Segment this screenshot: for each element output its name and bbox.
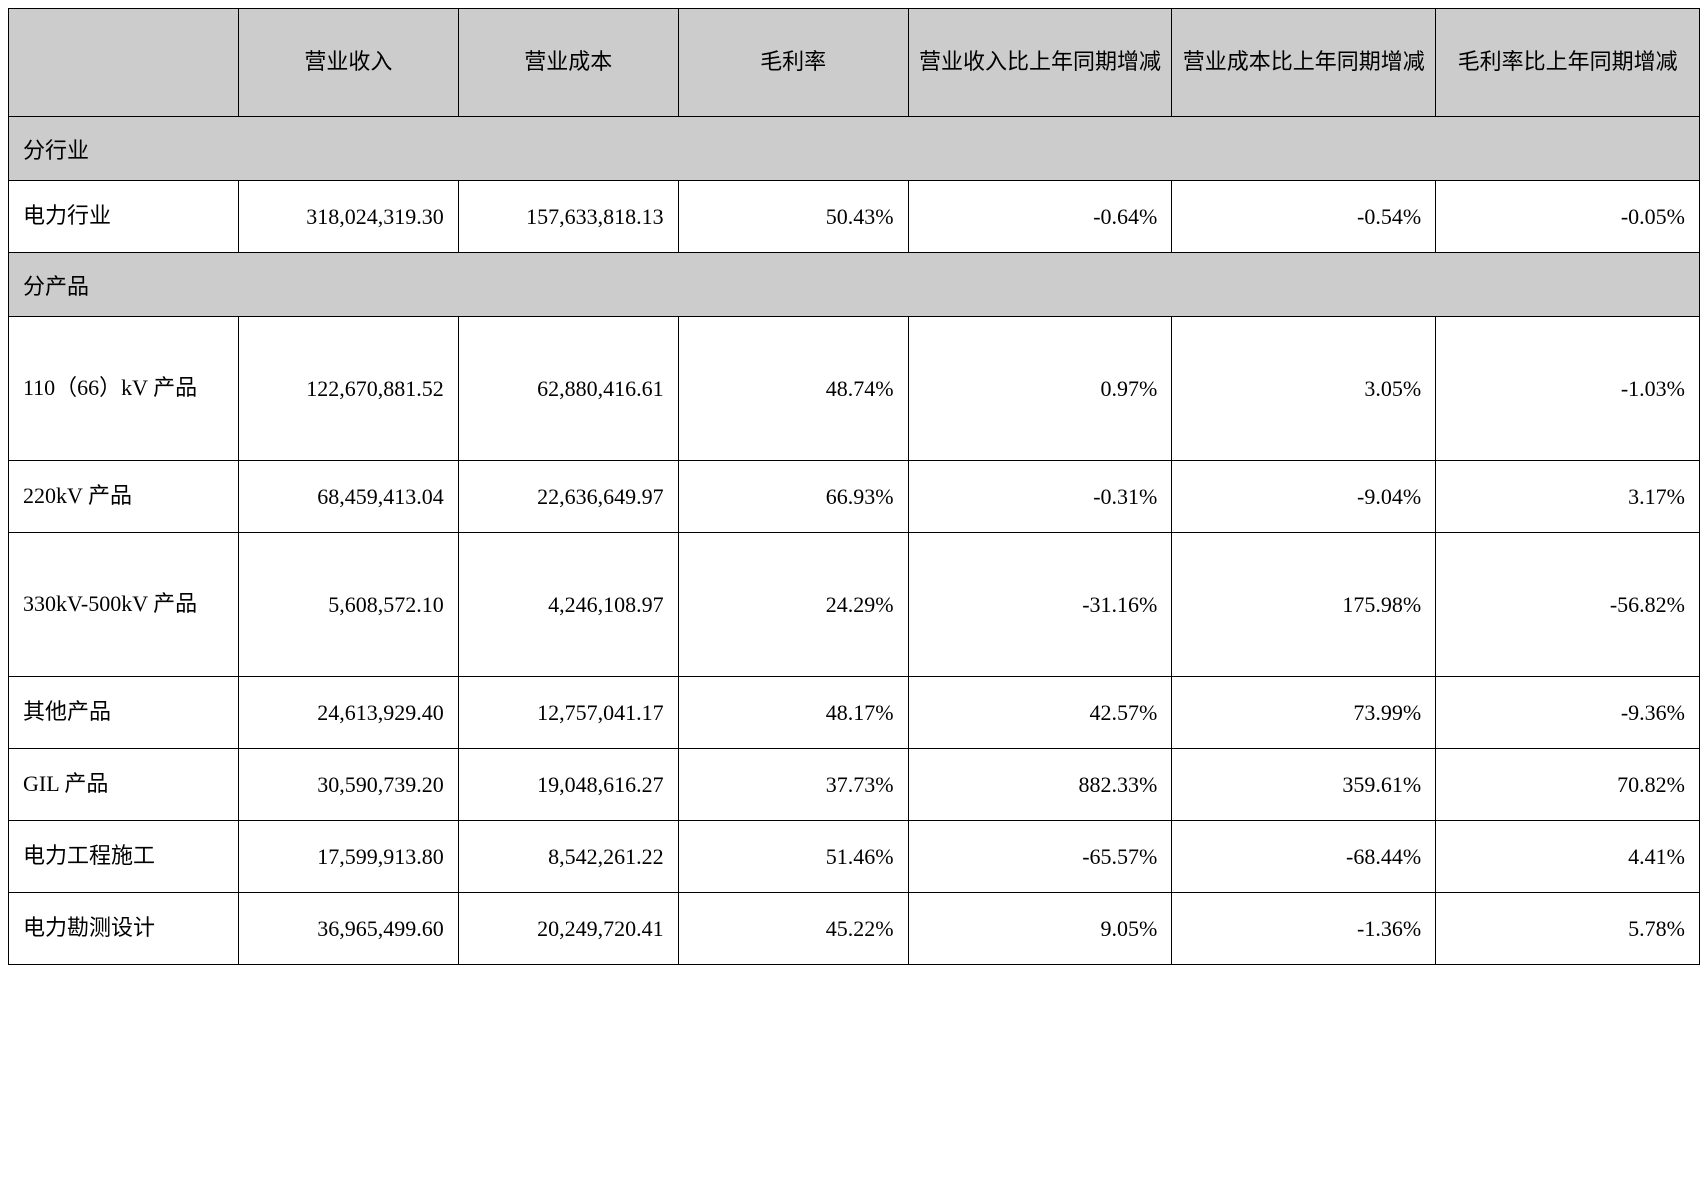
row-label: 电力行业 [9, 181, 239, 253]
financial-table: 营业收入 营业成本 毛利率 营业收入比上年同期增减 营业成本比上年同期增减 毛利… [8, 8, 1700, 965]
table-row: 电力行业318,024,319.30157,633,818.1350.43%-0… [9, 181, 1700, 253]
row-value: 48.74% [678, 317, 908, 461]
section-title: 分行业 [9, 117, 1700, 181]
row-value: 882.33% [908, 749, 1172, 821]
row-value: 66.93% [678, 461, 908, 533]
row-value: 30,590,739.20 [238, 749, 458, 821]
row-value: 4.41% [1436, 821, 1700, 893]
row-value: -68.44% [1172, 821, 1436, 893]
row-value: -31.16% [908, 533, 1172, 677]
row-value: 68,459,413.04 [238, 461, 458, 533]
col-header-blank [9, 9, 239, 117]
row-value: -0.54% [1172, 181, 1436, 253]
row-label: 电力工程施工 [9, 821, 239, 893]
row-value: 9.05% [908, 893, 1172, 965]
section-header-row: 分行业 [9, 117, 1700, 181]
row-label: 220kV 产品 [9, 461, 239, 533]
row-label: 330kV-500kV 产品 [9, 533, 239, 677]
row-value: 4,246,108.97 [458, 533, 678, 677]
table-row: 220kV 产品68,459,413.0422,636,649.9766.93%… [9, 461, 1700, 533]
row-value: 0.97% [908, 317, 1172, 461]
row-value: 20,249,720.41 [458, 893, 678, 965]
row-value: 42.57% [908, 677, 1172, 749]
row-value: 50.43% [678, 181, 908, 253]
row-value: 70.82% [1436, 749, 1700, 821]
table-row: 电力勘测设计36,965,499.6020,249,720.4145.22%9.… [9, 893, 1700, 965]
row-value: 12,757,041.17 [458, 677, 678, 749]
row-value: 24,613,929.40 [238, 677, 458, 749]
col-header-cost: 营业成本 [458, 9, 678, 117]
row-value: 45.22% [678, 893, 908, 965]
row-value: 359.61% [1172, 749, 1436, 821]
row-value: -56.82% [1436, 533, 1700, 677]
row-value: 318,024,319.30 [238, 181, 458, 253]
row-value: 122,670,881.52 [238, 317, 458, 461]
header-row: 营业收入 营业成本 毛利率 营业收入比上年同期增减 营业成本比上年同期增减 毛利… [9, 9, 1700, 117]
col-header-margin: 毛利率 [678, 9, 908, 117]
row-label: 其他产品 [9, 677, 239, 749]
row-label: 110（66）kV 产品 [9, 317, 239, 461]
row-value: 175.98% [1172, 533, 1436, 677]
row-value: -0.64% [908, 181, 1172, 253]
row-value: 36,965,499.60 [238, 893, 458, 965]
row-value: 37.73% [678, 749, 908, 821]
table-row: 110（66）kV 产品122,670,881.5262,880,416.614… [9, 317, 1700, 461]
table-row: 电力工程施工17,599,913.808,542,261.2251.46%-65… [9, 821, 1700, 893]
row-value: 5.78% [1436, 893, 1700, 965]
col-header-rev-yoy: 营业收入比上年同期增减 [908, 9, 1172, 117]
row-value: 5,608,572.10 [238, 533, 458, 677]
row-value: 73.99% [1172, 677, 1436, 749]
row-value: -1.03% [1436, 317, 1700, 461]
section-title: 分产品 [9, 253, 1700, 317]
row-value: 19,048,616.27 [458, 749, 678, 821]
row-label: 电力勘测设计 [9, 893, 239, 965]
table-body: 分行业电力行业318,024,319.30157,633,818.1350.43… [9, 117, 1700, 965]
row-value: 24.29% [678, 533, 908, 677]
table-row: 330kV-500kV 产品5,608,572.104,246,108.9724… [9, 533, 1700, 677]
row-value: 8,542,261.22 [458, 821, 678, 893]
row-value: 51.46% [678, 821, 908, 893]
section-header-row: 分产品 [9, 253, 1700, 317]
col-header-cost-yoy: 营业成本比上年同期增减 [1172, 9, 1436, 117]
row-value: 22,636,649.97 [458, 461, 678, 533]
col-header-revenue: 营业收入 [238, 9, 458, 117]
row-value: 3.05% [1172, 317, 1436, 461]
table-row: GIL 产品30,590,739.2019,048,616.2737.73%88… [9, 749, 1700, 821]
row-value: -1.36% [1172, 893, 1436, 965]
row-value: -65.57% [908, 821, 1172, 893]
row-label: GIL 产品 [9, 749, 239, 821]
row-value: -9.04% [1172, 461, 1436, 533]
row-value: -0.31% [908, 461, 1172, 533]
row-value: 62,880,416.61 [458, 317, 678, 461]
row-value: -0.05% [1436, 181, 1700, 253]
row-value: 157,633,818.13 [458, 181, 678, 253]
row-value: -9.36% [1436, 677, 1700, 749]
row-value: 48.17% [678, 677, 908, 749]
table-row: 其他产品24,613,929.4012,757,041.1748.17%42.5… [9, 677, 1700, 749]
col-header-margin-yoy: 毛利率比上年同期增减 [1436, 9, 1700, 117]
row-value: 17,599,913.80 [238, 821, 458, 893]
row-value: 3.17% [1436, 461, 1700, 533]
